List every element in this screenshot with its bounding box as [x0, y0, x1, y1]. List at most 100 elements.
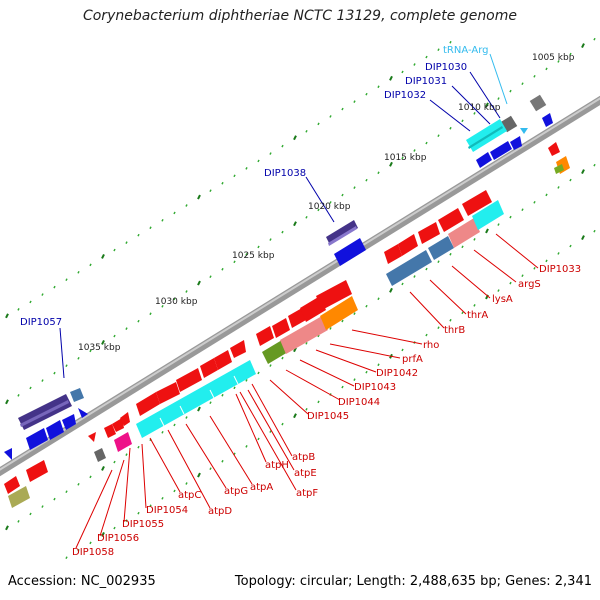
tick-mark: [113, 460, 116, 464]
tick-mark: [245, 253, 248, 256]
gene-label: DIP1043: [354, 382, 396, 393]
trna-connector: [489, 53, 508, 105]
tick-mark: [593, 229, 596, 233]
gene-label: DIP1058: [72, 547, 114, 558]
tick-mark: [509, 215, 512, 219]
gene-label: DIP1055: [122, 519, 164, 530]
tick-mark: [233, 174, 236, 178]
tick-mark: [305, 129, 308, 133]
map-title: Corynebacterium diphtheriae NCTC 13129, …: [82, 8, 518, 24]
tick-mark: [497, 97, 500, 100]
scale-label: 1025 kbp: [232, 251, 275, 261]
gene-label: atpH: [265, 460, 289, 471]
tick-mark: [149, 312, 152, 316]
tick-mark: [245, 445, 248, 448]
tick-mark: [341, 319, 344, 323]
tick-mark: [437, 326, 440, 329]
gene-label: DIP1030: [425, 62, 467, 73]
tick-mark: [353, 378, 356, 381]
tick-mark: [521, 208, 524, 212]
tick-mark: [245, 379, 248, 382]
tick-mark: [353, 186, 356, 189]
tick-mark: [389, 287, 393, 293]
scale-label: 1005 kbp: [532, 53, 575, 63]
tick-mark: [305, 407, 308, 411]
gene-label: atpE: [294, 468, 317, 479]
tick-mark: [545, 67, 548, 71]
gene-label: atpD: [208, 506, 232, 517]
tick-mark: [509, 281, 512, 285]
tick-mark: [557, 186, 560, 189]
tick-mark: [593, 163, 596, 167]
tick-mark: [209, 189, 212, 192]
tick-mark: [281, 230, 284, 234]
tick-mark: [593, 37, 596, 41]
tick-mark: [293, 221, 297, 227]
tick-mark: [257, 159, 260, 163]
tick-mark: [413, 275, 416, 278]
tick-mark: [413, 63, 416, 66]
gene-label: lysA: [492, 294, 513, 305]
tick-mark: [41, 293, 44, 296]
tick-mark: [425, 333, 428, 337]
tick-mark: [173, 423, 176, 427]
tick-mark: [41, 379, 44, 382]
tick-mark: [497, 223, 500, 226]
tick-mark: [137, 445, 140, 449]
gene-label: atpG: [224, 486, 248, 497]
tick-mark: [77, 482, 80, 486]
gene-label: DIP1038: [264, 168, 306, 179]
tick-mark: [77, 548, 80, 552]
tick-mark: [161, 219, 164, 222]
tick-mark: [173, 297, 176, 301]
tick-mark: [401, 70, 404, 74]
tick-mark: [413, 149, 416, 152]
tick-mark: [197, 472, 201, 478]
top-label-connectors: [59, 71, 501, 379]
bottom-gene-labels: DIP1033 argS lysA thrA thrB rho prfA DIP…: [72, 264, 581, 558]
tick-mark: [125, 241, 128, 244]
gene-label: atpB: [292, 452, 315, 463]
tick-mark: [389, 161, 393, 167]
tick-mark: [173, 211, 176, 215]
gene-label: thrA: [467, 310, 488, 321]
tick-mark: [425, 55, 428, 59]
gene-label: atpF: [296, 488, 318, 499]
gene-label: DIP1042: [376, 368, 418, 379]
tick-mark: [281, 356, 284, 360]
tick-mark: [101, 532, 105, 537]
tick-mark: [257, 437, 260, 441]
tick-mark: [29, 386, 32, 390]
tick-mark: [293, 135, 297, 141]
tick-mark: [461, 311, 464, 315]
gene-label: atpA: [250, 482, 273, 493]
gene-label: atpC: [178, 490, 201, 501]
tick-mark: [365, 370, 368, 374]
tick-mark: [401, 282, 404, 286]
tick-mark: [305, 341, 308, 345]
tick-mark: [281, 422, 284, 426]
tick-mark: [161, 497, 164, 500]
tick-mark: [377, 85, 380, 89]
scale-labels: 1005 kbp 1010 kbp 1015 kbp 1020 kbp 1025…: [78, 53, 575, 353]
scale-label: 1010 kbp: [458, 103, 501, 113]
tick-mark: [329, 201, 332, 204]
tick-mark: [377, 171, 380, 175]
tick-mark: [185, 290, 188, 293]
tick-mark: [533, 74, 536, 78]
tick-mark: [197, 280, 201, 286]
tick-mark: [317, 122, 320, 126]
tick-mark: [293, 413, 297, 419]
tick-mark: [341, 193, 344, 197]
tick-mark: [29, 300, 32, 304]
tick-mark: [425, 267, 428, 271]
tick-mark: [401, 348, 404, 352]
tick-mark: [17, 394, 20, 397]
tick-mark: [317, 400, 320, 404]
tick-mark: [137, 319, 140, 323]
tick-mark: [365, 92, 368, 96]
top-gene-labels: tRNA-Arg DIP1030 DIP1031 DIP1032 DIP1038…: [20, 45, 488, 328]
tick-mark: [341, 107, 344, 111]
scale-label: 1035 kbp: [78, 343, 121, 353]
tick-mark: [581, 169, 585, 175]
